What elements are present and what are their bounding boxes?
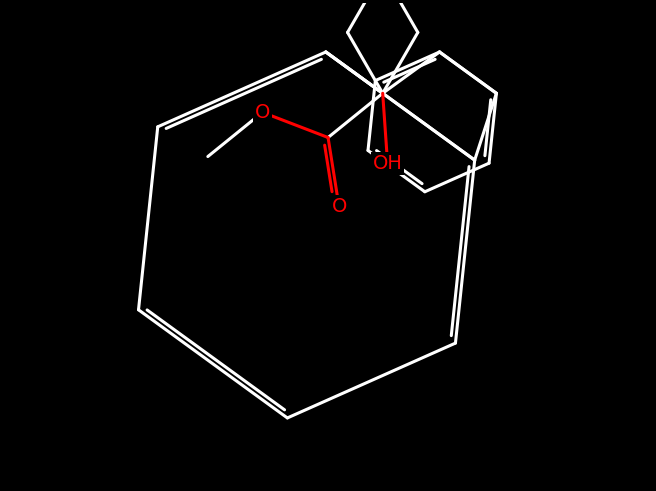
- Text: O: O: [331, 197, 347, 217]
- Text: O: O: [255, 103, 270, 122]
- Text: OH: OH: [373, 154, 403, 173]
